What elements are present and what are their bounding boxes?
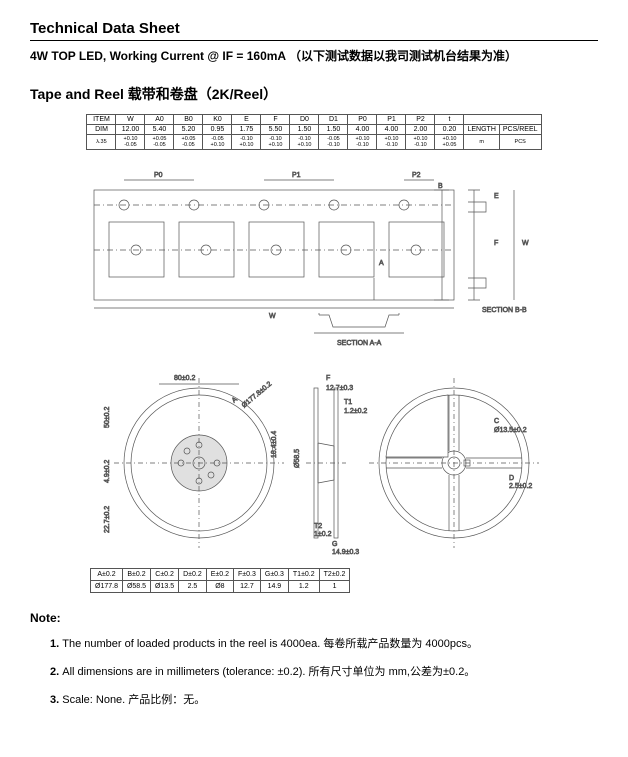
table-row: Ø177.8Ø58.5 Ø13.52.5 Ø812.7 14.91.2 1 (91, 581, 350, 593)
svg-text:E: E (494, 193, 499, 200)
page-title: Technical Data Sheet (30, 20, 598, 41)
notes-list: 1. The number of loaded products in the … (50, 635, 598, 707)
notes-heading: Note: (30, 611, 598, 625)
reel-diagram: 80±0.2 50±0.2 4.9±0.2 22.7±0.2 A Ø177.8±… (74, 368, 554, 558)
dimension-table: ITEMW A0B0 K0E FD0 D1P0 P1P2 t DIM12.00 … (86, 114, 541, 150)
svg-text:22.7±0.2: 22.7±0.2 (104, 506, 111, 533)
svg-text:F: F (326, 375, 330, 382)
svg-text:F: F (494, 240, 498, 247)
svg-text:14.9±0.3: 14.9±0.3 (332, 549, 359, 556)
svg-text:1.2±0.2: 1.2±0.2 (344, 408, 367, 415)
table-row: A±0.2B±0.2 C±0.2D±0.2 E±0.2F±0.3 G±0.3T1… (91, 569, 350, 581)
svg-text:2.5±0.2: 2.5±0.2 (509, 483, 532, 490)
table-row: λ.35 +0.10-0.05 +0.05-0.05 +0.05-0.05 -0… (87, 135, 541, 150)
list-item: 3. Scale: None. 产品比例：无。 (50, 691, 598, 707)
table-row: DIM12.00 5.405.20 0.951.75 5.501.50 1.50… (87, 125, 541, 135)
svg-text:B: B (438, 183, 443, 190)
svg-text:P2: P2 (412, 172, 421, 179)
section-title: Tape and Reel 载带和卷盘（2K/Reel） (30, 84, 598, 104)
svg-text:Ø13.5±0.2: Ø13.5±0.2 (494, 427, 527, 434)
table-row: ITEMW A0B0 K0E FD0 D1P0 P1P2 t (87, 115, 541, 125)
page-subtitle: 4W TOP LED, Working Current @ IF = 160mA… (30, 47, 598, 64)
list-item: 1. The number of loaded products in the … (50, 635, 598, 651)
svg-text:50±0.2: 50±0.2 (104, 407, 111, 428)
svg-text:T2: T2 (314, 523, 322, 530)
svg-text:SECTION A-A: SECTION A-A (337, 340, 382, 347)
svg-text:80±0.2: 80±0.2 (174, 375, 195, 382)
svg-text:G: G (332, 541, 337, 548)
svg-text:12.7±0.3: 12.7±0.3 (326, 385, 353, 392)
svg-text:W: W (269, 313, 276, 320)
svg-text:T1: T1 (344, 399, 352, 406)
svg-text:Ø177.8±0.2: Ø177.8±0.2 (241, 381, 274, 410)
svg-text:P0: P0 (154, 172, 163, 179)
svg-text:Ø58.5: Ø58.5 (294, 449, 301, 468)
svg-text:SECTION B-B: SECTION B-B (482, 307, 527, 314)
list-item: 2. All dimensions are in millimeters (to… (50, 663, 598, 679)
svg-text:C: C (494, 418, 499, 425)
svg-text:P1: P1 (292, 172, 301, 179)
svg-text:4.9±0.2: 4.9±0.2 (104, 460, 111, 483)
tape-diagram: P0 P1 P2 B A E F W SECTION B-B S (74, 160, 554, 360)
svg-text:D: D (509, 475, 514, 482)
svg-text:A: A (379, 260, 384, 267)
svg-text:1±0.2: 1±0.2 (314, 531, 332, 538)
svg-text:W: W (522, 240, 529, 247)
reel-table: A±0.2B±0.2 C±0.2D±0.2 E±0.2F±0.3 G±0.3T1… (90, 568, 350, 593)
svg-text:18.4±0.4: 18.4±0.4 (271, 431, 278, 458)
